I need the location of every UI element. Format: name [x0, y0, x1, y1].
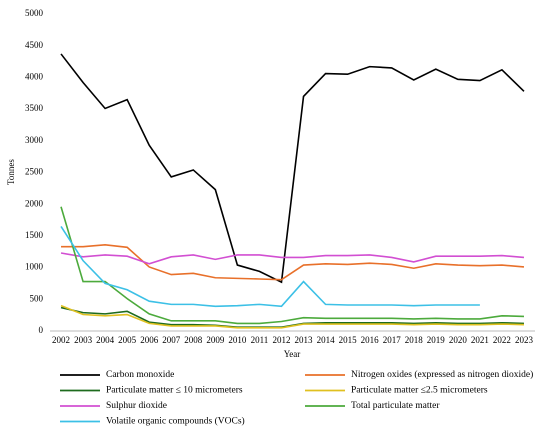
x-tick-label: 2023	[515, 335, 534, 345]
x-tick-label: 2019	[427, 335, 446, 345]
y-tick-label: 3500	[25, 103, 44, 113]
x-tick-label: 2010	[228, 335, 247, 345]
y-tick-label: 1500	[25, 230, 44, 240]
y-tick-label: 1000	[25, 262, 44, 272]
x-tick-label: 2022	[493, 335, 511, 345]
legend-label: Total particulate matter	[351, 401, 440, 411]
x-tick-label: 2007	[162, 335, 181, 345]
y-axis-label: Tonnes	[6, 159, 16, 185]
x-tick-label: 2015	[339, 335, 358, 345]
series-line	[61, 243, 525, 281]
series-line	[60, 206, 524, 325]
x-tick-label: 2004	[96, 335, 115, 345]
series-line	[60, 304, 524, 329]
x-tick-label: 2009	[206, 335, 225, 345]
x-tick-label: 2005	[118, 335, 137, 345]
x-tick-label: 2008	[184, 335, 203, 345]
series-line	[60, 53, 525, 284]
x-axis-label: Year	[284, 349, 301, 359]
x-tick-label: 2006	[140, 335, 159, 345]
y-tick-label: 5000	[25, 8, 44, 18]
y-tick-label: 2500	[25, 167, 44, 177]
y-tick-label: 0	[39, 325, 44, 335]
x-tick-label: 2018	[405, 335, 424, 345]
legend-label: Particulate matter ≤ 10 micrometers	[106, 386, 243, 396]
x-tick-label: 2021	[471, 335, 489, 345]
x-tick-label: 2003	[74, 335, 93, 345]
legend-label: Sulphur dioxide	[106, 401, 167, 411]
y-tick-label: 4000	[25, 71, 44, 81]
y-tick-label: 3000	[25, 135, 44, 145]
y-tick-label: 500	[30, 293, 44, 303]
x-tick-label: 2017	[383, 335, 402, 345]
legend-label: Volatile organic compounds (VOCs)	[106, 416, 245, 427]
y-tick-label: 4500	[25, 40, 44, 50]
x-tick-label: 2012	[272, 335, 290, 345]
legend-label: Nitrogen oxides (expressed as nitrogen d…	[351, 369, 533, 380]
x-tick-label: 2020	[449, 335, 468, 345]
legend-label: Particulate matter ≤2.5 micrometers	[351, 386, 488, 396]
x-tick-label: 2014	[317, 335, 336, 345]
y-tick-label: 2000	[25, 198, 44, 208]
x-tick-label: 2002	[52, 335, 70, 345]
x-tick-label: 2013	[295, 335, 314, 345]
x-tick-label: 2011	[251, 335, 269, 345]
legend-label: Carbon monoxide	[106, 370, 174, 380]
series-line	[60, 252, 525, 265]
x-tick-label: 2016	[361, 335, 380, 345]
series-line	[60, 225, 480, 308]
